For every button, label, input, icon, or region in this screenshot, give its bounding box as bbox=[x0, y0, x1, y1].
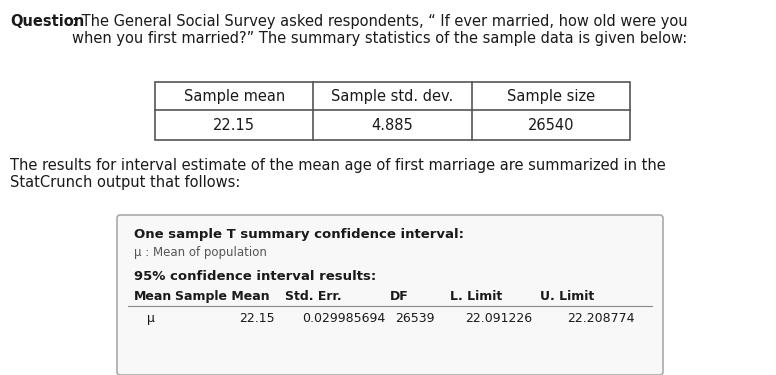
Text: Sample size: Sample size bbox=[507, 88, 595, 104]
Text: Sample mean: Sample mean bbox=[184, 88, 285, 104]
Text: DF: DF bbox=[390, 290, 409, 303]
Text: 22.15: 22.15 bbox=[213, 117, 255, 132]
Text: One sample T summary confidence interval:: One sample T summary confidence interval… bbox=[134, 228, 464, 241]
Text: Sample Mean: Sample Mean bbox=[175, 290, 269, 303]
Text: 4.885: 4.885 bbox=[372, 117, 414, 132]
Text: U. Limit: U. Limit bbox=[540, 290, 594, 303]
Text: : The General Social Survey asked respondents, “ If ever married, how old were y: : The General Social Survey asked respon… bbox=[72, 14, 688, 46]
Text: 26540: 26540 bbox=[528, 117, 574, 132]
Text: μ: μ bbox=[147, 312, 155, 325]
Text: 22.15: 22.15 bbox=[239, 312, 275, 325]
Text: Question: Question bbox=[10, 14, 85, 29]
Text: 22.091226: 22.091226 bbox=[465, 312, 532, 325]
Text: Sample std. dev.: Sample std. dev. bbox=[331, 88, 454, 104]
Text: μ : Mean of population: μ : Mean of population bbox=[134, 246, 267, 259]
Text: The results for interval estimate of the mean age of first marriage are summariz: The results for interval estimate of the… bbox=[10, 158, 666, 190]
Text: 95% confidence interval results:: 95% confidence interval results: bbox=[134, 270, 376, 283]
Text: Mean: Mean bbox=[134, 290, 172, 303]
Text: 0.029985694: 0.029985694 bbox=[302, 312, 385, 325]
Text: 22.208774: 22.208774 bbox=[567, 312, 635, 325]
Text: L. Limit: L. Limit bbox=[450, 290, 502, 303]
FancyBboxPatch shape bbox=[117, 215, 663, 375]
Text: Std. Err.: Std. Err. bbox=[285, 290, 341, 303]
Bar bbox=[155, 82, 630, 140]
Text: 26539: 26539 bbox=[396, 312, 435, 325]
